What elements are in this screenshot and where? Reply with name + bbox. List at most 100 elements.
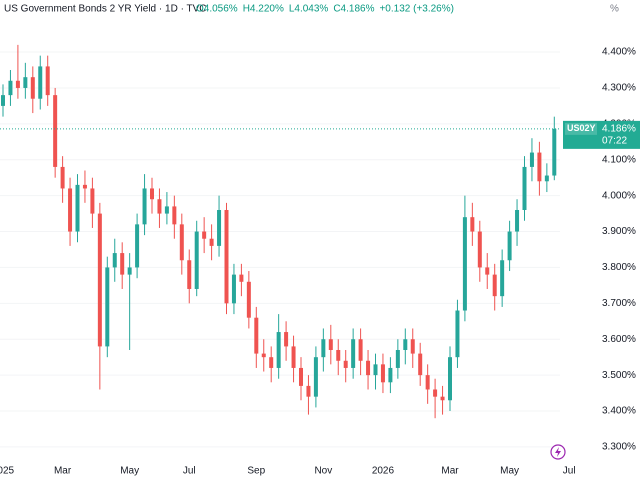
candle-body <box>462 217 467 311</box>
candle-body <box>68 188 73 232</box>
candle-body <box>150 188 154 200</box>
candle-body <box>455 310 460 358</box>
x-tick-label: Sep <box>247 466 265 477</box>
candle-body <box>299 367 303 386</box>
candle-body <box>537 152 542 182</box>
candle-body <box>343 360 348 368</box>
candle-body <box>97 213 102 347</box>
candle-body <box>403 339 408 350</box>
y-unit: % <box>610 4 619 15</box>
candle-body <box>276 332 281 368</box>
candle-body <box>179 224 184 261</box>
x-tick-label: Mar <box>441 466 459 477</box>
candle-body <box>209 238 214 246</box>
candle-body <box>306 385 311 397</box>
candle-body <box>284 332 289 347</box>
ohlc-label: C4.186% <box>333 4 374 15</box>
candle-body <box>246 281 251 318</box>
x-tick-label: Jul <box>563 466 576 477</box>
candle-body <box>202 231 207 239</box>
candle-body <box>410 339 415 354</box>
x-tick-label: May <box>120 466 139 477</box>
candle-body <box>269 357 274 368</box>
candle-body <box>433 389 438 397</box>
candle-body <box>544 175 549 182</box>
candle-body <box>321 339 326 358</box>
y-tick-label: 3.900% <box>602 226 636 237</box>
x-tick-label: Nov <box>314 466 332 477</box>
candle-body <box>8 80 13 96</box>
y-tick-label: 4.300% <box>602 83 636 94</box>
candle-body <box>127 267 132 275</box>
candle-body <box>552 128 557 176</box>
countdown: 07:22 <box>602 136 627 147</box>
candle-body <box>38 66 43 99</box>
candle-body <box>395 350 400 368</box>
candle-body <box>388 367 393 383</box>
y-tick-label: 4.400% <box>602 47 636 58</box>
candle-body <box>448 357 452 401</box>
candle-body <box>112 253 117 268</box>
candle-body <box>261 353 266 358</box>
ohlc-label: H4.220% <box>243 4 284 15</box>
candle-body <box>291 346 296 368</box>
candle-body <box>164 206 169 214</box>
candle-body <box>105 267 110 347</box>
candle-body <box>254 317 259 354</box>
candle-body <box>529 152 534 167</box>
candle-body <box>328 339 333 350</box>
candle-body <box>172 206 177 225</box>
price-tag <box>563 120 640 149</box>
y-tick-label: 4.000% <box>602 190 636 201</box>
symbol: US02Y <box>567 123 596 133</box>
y-tick-label: 3.700% <box>602 298 636 309</box>
candle-body <box>418 353 423 376</box>
candle-body <box>470 217 475 232</box>
x-tick-label: Jul <box>183 466 196 477</box>
y-tick-label: 4.100% <box>602 154 636 165</box>
candle-body <box>53 95 58 167</box>
candle-body <box>313 357 318 397</box>
candle-body <box>217 210 222 246</box>
candle-body <box>425 375 430 390</box>
candle-body <box>194 231 199 289</box>
candle-body <box>358 339 363 361</box>
candle-body <box>351 339 356 368</box>
candle-body <box>82 184 87 189</box>
candle-body <box>75 184 80 232</box>
x-tick-label: Mar <box>54 466 72 477</box>
y-tick-label: 3.400% <box>602 406 636 417</box>
candle-body <box>187 260 192 289</box>
candle-body <box>239 274 244 282</box>
candle-body <box>142 188 147 225</box>
x-tick-label: 2025 <box>0 466 15 477</box>
candle-body <box>522 166 527 210</box>
y-tick-label: 3.300% <box>602 442 636 453</box>
candle-body <box>23 77 28 88</box>
candle-body <box>45 66 50 96</box>
alert-bolt <box>555 447 561 457</box>
candle-body <box>224 210 229 304</box>
change-label: +0.132 (+3.26%) <box>379 4 454 15</box>
x-tick-label: 2026 <box>372 466 395 477</box>
y-tick-label: 3.500% <box>602 370 636 381</box>
candle-body <box>492 274 497 297</box>
ohlc-label: L4.043% <box>289 4 329 15</box>
candle-body <box>60 166 65 189</box>
ohlc-label: O4.056% <box>196 4 238 15</box>
candle-body <box>440 396 445 401</box>
symbol-tag <box>565 122 597 135</box>
candle-body <box>231 274 236 304</box>
candle-body <box>336 350 341 361</box>
candle-body <box>515 210 520 232</box>
last-price-label: 4.186% <box>602 124 636 135</box>
candle-body <box>15 80 20 88</box>
y-tick-label: 3.800% <box>602 262 636 273</box>
candle-body <box>135 224 140 268</box>
candle-body <box>380 364 385 383</box>
candle-body <box>373 364 378 376</box>
chart-title: US Government Bonds 2 YR Yield · 1D · TV… <box>4 4 207 15</box>
candle-body <box>477 231 482 268</box>
y-tick-label: 3.600% <box>602 334 636 345</box>
